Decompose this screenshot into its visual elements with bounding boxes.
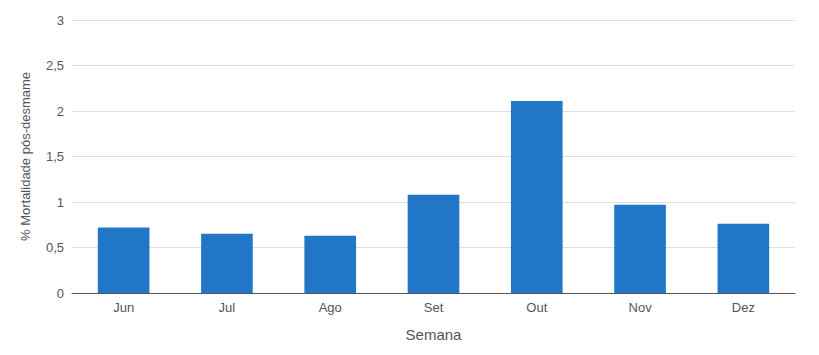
svg-text:Ago: Ago bbox=[319, 300, 342, 315]
svg-text:0,5: 0,5 bbox=[46, 240, 64, 255]
svg-text:Nov: Nov bbox=[629, 300, 653, 315]
svg-text:1,5: 1,5 bbox=[46, 149, 64, 164]
svg-text:Jul: Jul bbox=[219, 300, 236, 315]
svg-text:2: 2 bbox=[57, 104, 64, 119]
svg-text:3: 3 bbox=[57, 13, 64, 28]
svg-text:Out: Out bbox=[526, 300, 547, 315]
svg-text:1: 1 bbox=[57, 195, 64, 210]
svg-text:Semana: Semana bbox=[406, 326, 463, 343]
svg-text:2,5: 2,5 bbox=[46, 58, 64, 73]
svg-text:Set: Set bbox=[424, 300, 444, 315]
svg-text:Jun: Jun bbox=[113, 300, 134, 315]
svg-text:% Mortalidade pós-desmame: % Mortalidade pós-desmame bbox=[18, 72, 33, 241]
svg-text:Dez: Dez bbox=[732, 300, 755, 315]
svg-text:0: 0 bbox=[57, 286, 64, 301]
